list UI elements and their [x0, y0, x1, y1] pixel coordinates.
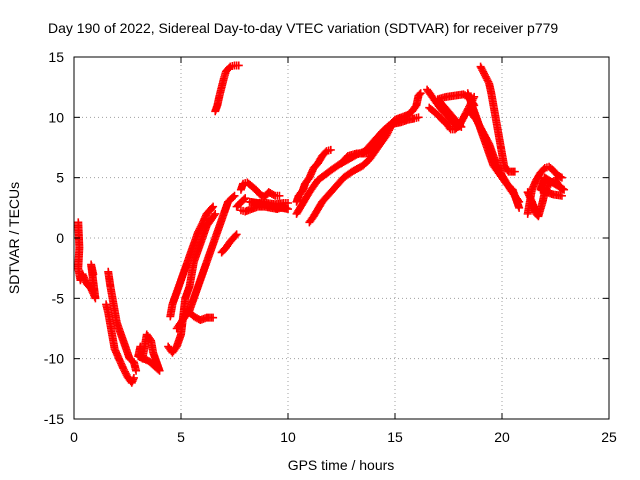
chart-title: Day 190 of 2022, Sidereal Day-to-day VTE…: [48, 20, 558, 36]
data-point: [232, 230, 241, 239]
data-point: [269, 190, 278, 199]
axis-ticks: 0 5 10 15 20 25 -15 -10 -5 0 5 10 15: [44, 49, 617, 445]
data-point: [515, 203, 524, 212]
data-point: [416, 89, 425, 98]
x-tick-label: 0: [70, 429, 78, 445]
data-point: [234, 61, 243, 70]
data-point: [230, 191, 239, 200]
y-tick-label: 0: [56, 230, 64, 246]
data-point: [229, 192, 238, 201]
data-point: [414, 113, 423, 122]
data-point: [557, 173, 566, 182]
data-point: [231, 231, 240, 240]
y-tick-label: 15: [48, 49, 64, 65]
x-tick-label: 25: [601, 429, 617, 445]
x-tick-label: 15: [387, 429, 403, 445]
data-point: [557, 191, 566, 200]
data-point: [211, 209, 220, 218]
y-tick-label: -15: [44, 411, 64, 427]
y-tick-label: -5: [52, 290, 65, 306]
data-point: [208, 203, 217, 212]
data-point: [275, 191, 284, 200]
data-point: [132, 366, 141, 375]
data-point: [129, 373, 138, 382]
y-axis-label: SDTVAR / TECUs: [6, 182, 22, 294]
data-point: [510, 167, 519, 176]
data-point: [239, 195, 248, 204]
y-tick-label: -10: [44, 351, 64, 367]
data-point: [136, 342, 145, 351]
data-point: [210, 211, 219, 220]
data-point: [556, 172, 565, 181]
data-point: [89, 270, 98, 279]
x-tick-label: 20: [494, 429, 510, 445]
data-points: [74, 61, 569, 387]
x-axis-label: GPS time / hours: [288, 457, 395, 473]
x-tick-label: 5: [177, 429, 185, 445]
data-point: [209, 202, 218, 211]
y-tick-label: 10: [48, 109, 64, 125]
data-point: [241, 194, 250, 203]
data-point: [284, 199, 292, 208]
data-point: [415, 90, 424, 99]
data-point: [326, 145, 335, 154]
data-point: [209, 313, 218, 322]
y-tick-label: 5: [56, 170, 64, 186]
x-tick-label: 10: [280, 429, 296, 445]
